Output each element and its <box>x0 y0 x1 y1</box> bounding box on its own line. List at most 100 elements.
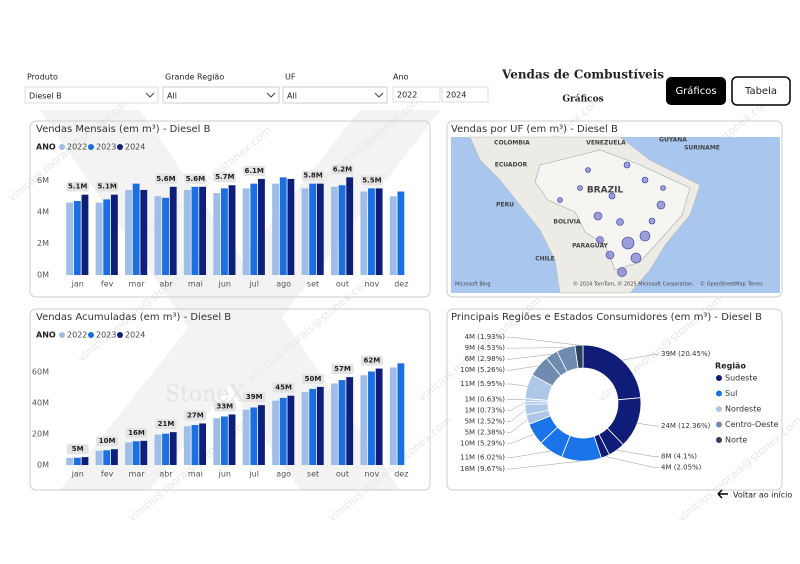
map-label: ECUADOR <box>495 162 528 169</box>
legend-marker <box>716 406 722 412</box>
data-label: 62M <box>364 357 381 365</box>
leader-line <box>507 450 551 458</box>
bar <box>368 188 375 275</box>
data-label: 16M <box>128 429 145 437</box>
year-input[interactable]: 2022 <box>392 86 441 103</box>
data-label-bg <box>360 355 383 366</box>
bar <box>279 177 287 275</box>
data-label-bg <box>184 173 207 184</box>
panel <box>446 308 783 491</box>
back-arrow[interactable] <box>717 489 728 499</box>
data-label: 4M (1.93%) <box>465 333 506 341</box>
bar <box>279 397 287 465</box>
leader-line <box>507 460 582 470</box>
bar <box>272 400 280 465</box>
back-link[interactable]: Voltar ao início <box>733 491 792 500</box>
legend-label: 2022 <box>67 331 87 340</box>
data-label: 6.2M <box>333 165 352 173</box>
dropdown[interactable]: Diesel B <box>24 86 159 104</box>
data-label-bg <box>243 165 266 176</box>
leader-line <box>507 409 526 422</box>
bar <box>162 197 169 275</box>
data-label: 11M (6.02%) <box>460 454 505 462</box>
x-tick-label: out <box>336 280 349 289</box>
data-label: 18M (9.67%) <box>460 465 505 473</box>
y-tick-label: 4M <box>37 208 49 217</box>
bar <box>389 367 397 465</box>
page-subtitle: Gráficos <box>562 94 603 105</box>
x-tick-label: fev <box>101 470 114 479</box>
bar <box>228 185 236 275</box>
button[interactable]: Tabela <box>731 76 791 106</box>
legend-marker <box>716 421 722 428</box>
bar <box>309 183 317 275</box>
button[interactable]: Gráficos <box>666 77 726 105</box>
leader-line <box>622 353 659 361</box>
bar <box>95 202 103 275</box>
data-label-bg <box>96 181 119 192</box>
leader-line <box>507 336 579 346</box>
bar <box>162 433 169 465</box>
dropdown[interactable]: All <box>282 86 388 104</box>
legend-label: 2024 <box>125 143 145 152</box>
x-tick-label: fev <box>101 280 114 289</box>
legend-marker <box>716 437 722 443</box>
bar <box>140 440 148 465</box>
x-tick-label: mar <box>129 470 146 479</box>
legend-marker <box>59 332 65 338</box>
data-label: 5.1M <box>97 183 116 191</box>
map-label: COLOMBIA <box>494 140 530 147</box>
bar <box>242 188 250 275</box>
data-label-bg <box>154 173 177 184</box>
data-label: 50M <box>305 375 322 383</box>
dropdown-value: Diesel B <box>29 92 62 101</box>
legend-label: Sul <box>725 389 737 398</box>
bar <box>103 450 111 465</box>
data-label: 4M (2.05%) <box>661 464 702 472</box>
leader-line <box>507 354 552 360</box>
leader-line <box>507 365 539 371</box>
bar <box>73 457 81 465</box>
map[interactable] <box>451 136 780 294</box>
map-label: VENEZUELA <box>586 140 626 147</box>
bar <box>389 196 397 275</box>
legend-label: Sudeste <box>725 374 757 383</box>
x-tick-label: out <box>336 470 349 479</box>
bar <box>81 194 89 275</box>
panel-title: Vendas Acumuladas (em m³) - Diesel B <box>36 312 231 323</box>
bar <box>213 418 221 465</box>
year-value: 2024 <box>446 91 466 100</box>
x-tick-label: mai <box>188 280 203 289</box>
y-tick-label: 20M <box>32 430 49 439</box>
x-tick-label: dez <box>394 280 408 289</box>
year-input[interactable]: 2024 <box>441 86 489 103</box>
legend-label: Centro-Oeste <box>725 420 779 429</box>
map-label: SURINAME <box>684 145 720 152</box>
bar <box>338 185 346 275</box>
pie-slice <box>574 344 584 369</box>
data-label: 39M <box>246 393 263 401</box>
data-label-bg <box>154 419 177 430</box>
legend-marker <box>88 144 94 150</box>
x-tick-label: abr <box>159 470 173 479</box>
leader-line <box>507 419 528 433</box>
dropdown[interactable]: All <box>162 86 280 104</box>
bar <box>287 395 295 465</box>
filter-label: UF <box>285 73 296 82</box>
bar <box>287 178 295 275</box>
data-label: 11M (5.95%) <box>460 380 505 388</box>
data-label: 5.6M <box>156 175 175 183</box>
x-tick-label: jun <box>218 280 231 289</box>
data-label: 39M (20.45%) <box>661 350 711 358</box>
bar <box>301 392 309 465</box>
data-label: 45M <box>275 384 292 392</box>
x-tick-label: jan <box>71 280 84 289</box>
map-label: PERU <box>496 202 514 209</box>
x-tick-label: ago <box>276 470 291 479</box>
bar <box>154 434 162 465</box>
data-label: 33M <box>216 402 233 410</box>
panel <box>29 120 431 298</box>
bar <box>228 414 236 465</box>
x-tick-label: jan <box>71 470 84 479</box>
